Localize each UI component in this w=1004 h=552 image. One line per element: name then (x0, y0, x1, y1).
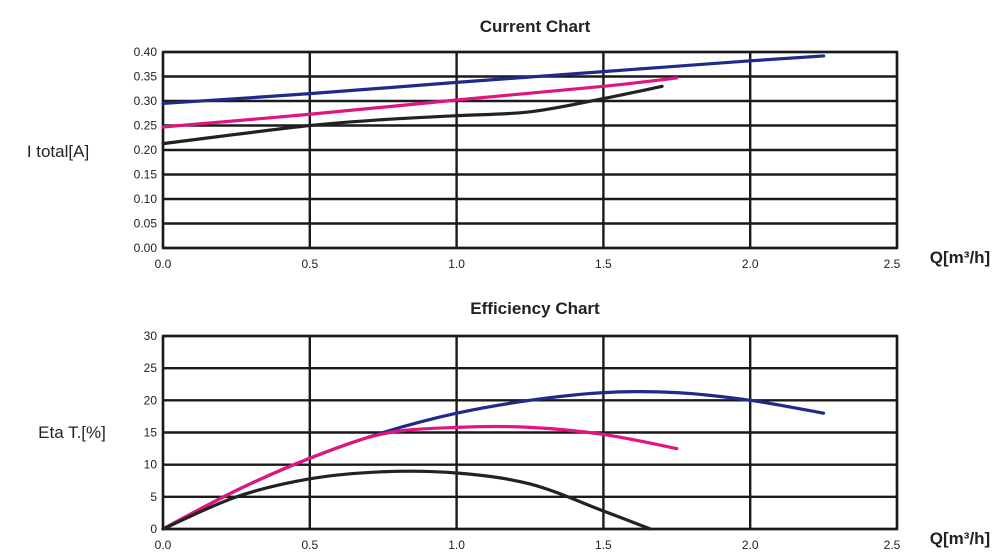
chart-title: Efficiency Chart (470, 299, 600, 318)
y-tick-label: 0.15 (134, 168, 158, 182)
y-tick-label: 0.10 (134, 192, 158, 206)
series-line-3 (161, 84, 664, 146)
efficiency-chart-svg: Efficiency Chart Eta T.[%] Q[m³/h] 0 5 10 15 20… (38, 299, 990, 552)
current-chart-svg: Current Chart I total[A] Q[m³/h] 0.00 0.05 0.… (27, 17, 990, 271)
y-tick-label: 20 (144, 393, 158, 407)
x-tick-label: 0.0 (155, 538, 172, 552)
y-axis-label: Eta T.[%] (38, 423, 106, 442)
x-tick-label: 2.5 (884, 257, 901, 271)
x-axis-label: Q[m³/h] (930, 248, 990, 267)
y-tick-label: 15 (144, 426, 158, 440)
series-line-1 (161, 390, 826, 531)
y-tick-label: 0.00 (134, 241, 158, 255)
x-axis-label: Q[m³/h] (930, 529, 990, 548)
y-tick-label: 0.20 (134, 143, 158, 157)
chart-title: Current Chart (480, 17, 591, 36)
current-chart: Current Chart I total[A] Q[m³/h] 0.00 0.05 0.… (27, 17, 990, 271)
x-tick-label: 2.0 (742, 538, 759, 552)
plot-frame (161, 334, 899, 531)
x-tick-label: 0.0 (155, 257, 172, 271)
x-tick-label: 0.5 (301, 538, 318, 552)
series-line-2 (161, 76, 679, 129)
x-tick-label: 1.5 (595, 538, 612, 552)
y-tick-label: 5 (150, 490, 157, 504)
x-tick-label: 2.0 (742, 257, 759, 271)
plot-frame (161, 50, 899, 250)
y-tick-label: 0.40 (134, 45, 158, 59)
x-tick-label: 1.0 (448, 257, 465, 271)
y-tick-label: 30 (144, 329, 158, 343)
series-line-3 (161, 469, 652, 531)
efficiency-chart: Efficiency Chart Eta T.[%] Q[m³/h] 0 5 10 15 20… (0, 276, 1004, 552)
x-tick-label: 1.0 (448, 538, 465, 552)
x-tick-label: 1.5 (595, 257, 612, 271)
y-axis-label: I total[A] (27, 142, 89, 161)
y-tick-label: 0.35 (134, 70, 158, 84)
series-line-2 (161, 424, 679, 531)
y-tick-label: 10 (144, 458, 158, 472)
y-tick-label: 0.25 (134, 119, 158, 133)
y-tick-label: 25 (144, 361, 158, 375)
y-tick-label: 0 (150, 522, 157, 536)
y-tick-label: 0.30 (134, 94, 158, 108)
x-tick-label: 0.5 (301, 257, 318, 271)
y-tick-label: 0.05 (134, 217, 158, 231)
series-line-1 (161, 54, 826, 106)
x-tick-label: 2.5 (884, 538, 901, 552)
